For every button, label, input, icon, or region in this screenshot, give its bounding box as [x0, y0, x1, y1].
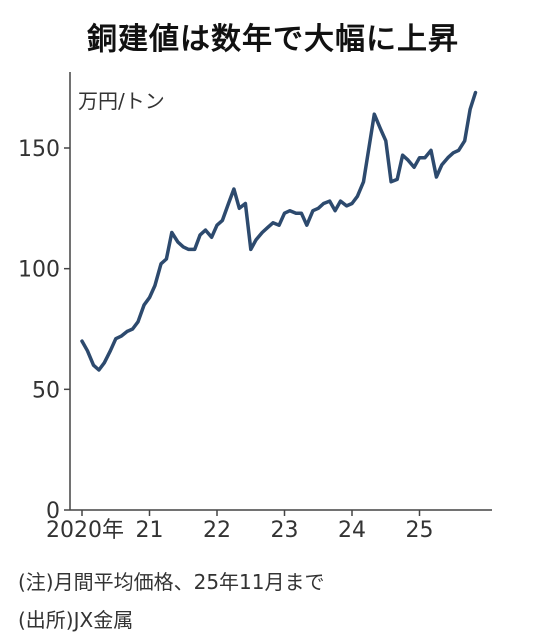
chart-title: 銅建値は数年で大幅に上昇 — [87, 22, 459, 57]
x-tick-label: 23 — [271, 518, 299, 543]
unit-label: 万円/トン — [78, 89, 165, 113]
y-ticks: 0 50 100 150 — [18, 137, 70, 524]
series-line — [80, 90, 478, 372]
x-tick-label: 22 — [203, 518, 231, 543]
y-tick-label: 150 — [18, 137, 60, 162]
series-layer — [80, 90, 478, 372]
x-tick-label: 2020年 — [46, 518, 124, 543]
x-tick-label: 24 — [338, 518, 366, 543]
x-tick-label: 21 — [136, 518, 164, 543]
y-tick-label: 100 — [18, 258, 60, 283]
y-tick-label: 50 — [32, 378, 60, 403]
x-ticks: 2020年 21 22 23 24 25 — [46, 510, 434, 543]
footnote: (注)月間平均価格、25年11月まで — [18, 570, 325, 594]
source-note: (出所)JX金属 — [18, 608, 134, 632]
x-tick-label: 25 — [406, 518, 434, 543]
axes — [69, 72, 492, 511]
y-tick-label: 0 — [46, 499, 60, 524]
